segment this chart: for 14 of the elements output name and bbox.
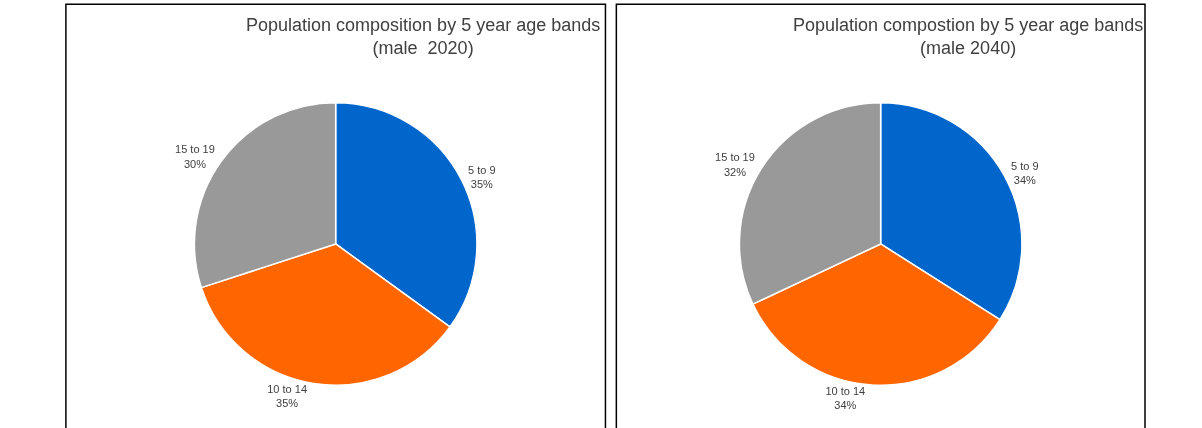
slice-label: 10 to 14 — [825, 384, 866, 397]
slice-label: 5 to 9 — [468, 163, 496, 176]
slice-label: 5 to 9 — [1011, 159, 1039, 172]
data-label: 35% — [470, 178, 494, 191]
data-label: 34% — [834, 399, 857, 412]
chart-title: Population compostion by 5 year age bands (male 2040) — [793, 15, 1144, 59]
slice-label: 10 to 14 — [267, 383, 308, 396]
data-label: 35% — [276, 397, 299, 410]
data-label: 34% — [1013, 174, 1036, 187]
slice-label: 15 to 19 — [175, 143, 215, 156]
data-label: 32% — [723, 165, 747, 178]
data-label: 30% — [183, 157, 207, 170]
slice-label: 15 to 19 — [715, 151, 755, 164]
chart-title: Population composition by 5 year age bands (male 2020) — [246, 15, 601, 59]
